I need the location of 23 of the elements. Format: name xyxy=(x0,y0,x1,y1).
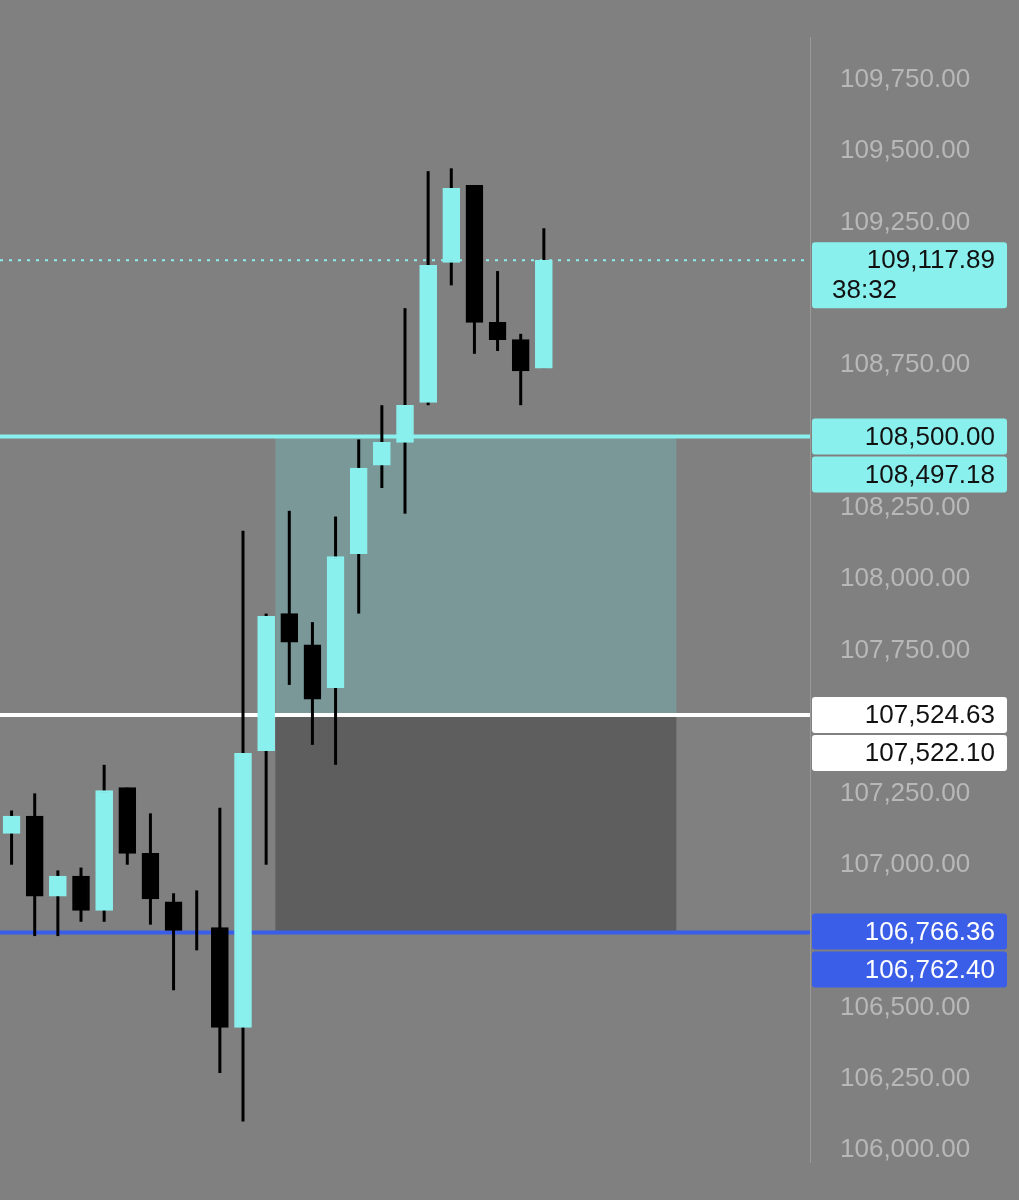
ref-line-label: 106,762.40 xyxy=(864,953,995,984)
text: 107,522.10 xyxy=(864,737,995,768)
text: 108,497.18 xyxy=(864,458,995,489)
candlestick xyxy=(2,810,21,865)
y-tick-label: 106,000.00 xyxy=(840,1133,971,1164)
ref-line-label: 108,500.00 xyxy=(864,420,995,451)
y-tick-label: 107,750.00 xyxy=(840,633,971,664)
y-tick-label: 106,500.00 xyxy=(840,990,971,1021)
y-tick-label: 107,250.00 xyxy=(840,776,971,807)
y-tick-label: 108,750.00 xyxy=(840,348,971,379)
y-tick-label: 106,250.00 xyxy=(840,1061,971,1092)
text: 106,766.36 xyxy=(864,915,995,946)
y-tick-label: 108,000.00 xyxy=(840,562,971,593)
candlestick xyxy=(49,870,67,938)
ref-line-label: 107,524.63 xyxy=(864,699,995,730)
y-tick-label: 109,500.00 xyxy=(840,134,971,165)
candlestick xyxy=(488,271,507,351)
y-tick-label: 108,250.00 xyxy=(840,491,971,522)
y-tick-label: 109,250.00 xyxy=(840,205,971,236)
y-tick-label: 109,750.00 xyxy=(840,63,971,94)
text: 38:32 xyxy=(832,274,898,305)
y-tick-label: 107,000.00 xyxy=(840,847,971,878)
ref-line-label: 109,117.89 xyxy=(866,244,995,275)
